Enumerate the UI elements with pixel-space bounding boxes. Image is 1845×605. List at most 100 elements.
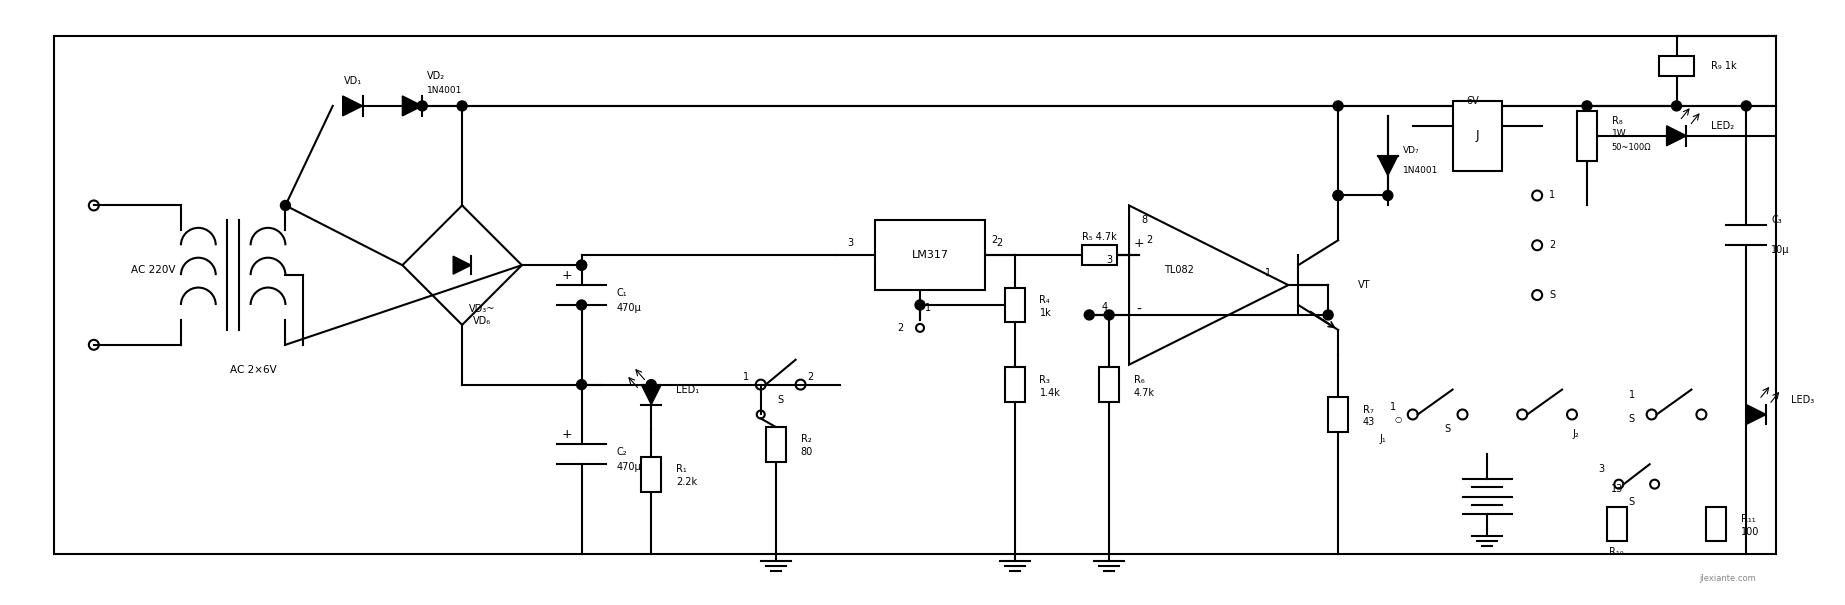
Bar <box>1006 367 1024 402</box>
Circle shape <box>577 300 587 310</box>
Circle shape <box>1334 191 1343 200</box>
Text: VT: VT <box>1358 280 1371 290</box>
Text: 2: 2 <box>996 238 1004 248</box>
Circle shape <box>1384 191 1393 200</box>
Text: R₁₁: R₁₁ <box>1742 514 1756 524</box>
Text: AC 2×6V: AC 2×6V <box>231 365 277 374</box>
Text: S: S <box>1445 425 1450 434</box>
Text: VD₇: VD₇ <box>1402 146 1419 155</box>
Text: R₇: R₇ <box>1363 405 1375 414</box>
Text: 2: 2 <box>1146 235 1151 245</box>
Text: 43: 43 <box>1363 417 1375 428</box>
Text: TL082: TL082 <box>1164 265 1194 275</box>
Polygon shape <box>1666 126 1686 146</box>
Text: 2: 2 <box>991 235 998 245</box>
Text: 1: 1 <box>1389 402 1397 411</box>
Bar <box>875 220 985 290</box>
Polygon shape <box>1745 405 1766 425</box>
Text: 13: 13 <box>1611 484 1624 494</box>
Bar <box>1707 506 1727 541</box>
Text: 50~100Ω: 50~100Ω <box>1613 143 1651 152</box>
Text: 1: 1 <box>924 303 932 313</box>
Text: 1W: 1W <box>1613 129 1627 139</box>
Text: LED₃: LED₃ <box>1791 394 1814 405</box>
Text: +: + <box>561 269 572 281</box>
Bar <box>1659 56 1694 76</box>
Text: 1k: 1k <box>1039 308 1052 318</box>
Text: J: J <box>1476 129 1480 142</box>
Text: R₁: R₁ <box>675 464 686 474</box>
Text: 1: 1 <box>1550 191 1555 200</box>
Text: S: S <box>1629 497 1635 507</box>
Circle shape <box>417 101 428 111</box>
Text: 1N4001: 1N4001 <box>1402 166 1437 175</box>
Text: 4.7k: 4.7k <box>1135 388 1155 397</box>
Text: 1.4k: 1.4k <box>1039 388 1061 397</box>
Text: R₁₀: R₁₀ <box>1609 547 1624 557</box>
Bar <box>1452 101 1502 171</box>
Circle shape <box>577 260 587 270</box>
Circle shape <box>1323 310 1334 320</box>
Text: R₈: R₈ <box>1613 116 1622 126</box>
Polygon shape <box>402 96 423 116</box>
Text: 1N4001: 1N4001 <box>428 87 463 96</box>
Text: LED₁: LED₁ <box>675 385 699 394</box>
Circle shape <box>577 380 587 390</box>
Polygon shape <box>642 385 661 405</box>
Circle shape <box>646 380 657 390</box>
Circle shape <box>915 300 924 310</box>
Text: 1: 1 <box>1629 390 1635 399</box>
Circle shape <box>1742 101 1751 111</box>
Circle shape <box>458 101 467 111</box>
Text: R₆: R₆ <box>1135 374 1144 385</box>
Text: +: + <box>561 428 572 441</box>
Text: C₃: C₃ <box>1771 215 1782 226</box>
Text: 6V: 6V <box>1467 96 1480 106</box>
Text: J₁: J₁ <box>1380 434 1386 444</box>
Bar <box>1100 367 1120 402</box>
Text: C₁: C₁ <box>616 288 627 298</box>
Bar <box>1607 506 1627 541</box>
Circle shape <box>280 200 290 211</box>
Text: C₂: C₂ <box>616 447 627 457</box>
Text: +: + <box>1133 237 1144 250</box>
Text: jlexiante.com: jlexiante.com <box>1699 574 1756 583</box>
Text: LM317: LM317 <box>911 250 948 260</box>
Text: ○: ○ <box>1395 415 1402 424</box>
Text: 4: 4 <box>1101 302 1107 312</box>
Text: R₅ 4.7k: R₅ 4.7k <box>1081 232 1116 242</box>
Text: S: S <box>1550 290 1555 300</box>
Text: AC 220V: AC 220V <box>131 265 175 275</box>
Text: S: S <box>777 394 784 405</box>
Text: R₄: R₄ <box>1039 295 1050 305</box>
Circle shape <box>1581 101 1592 111</box>
Text: 80: 80 <box>801 447 814 457</box>
Bar <box>642 457 661 492</box>
Bar <box>766 427 786 462</box>
Text: R₂: R₂ <box>801 434 812 444</box>
Text: 100: 100 <box>1742 527 1760 537</box>
Text: 10μ: 10μ <box>1771 245 1790 255</box>
Text: 1: 1 <box>744 371 749 382</box>
Text: 2.2k: 2.2k <box>675 477 697 487</box>
Text: J₂: J₂ <box>1572 430 1579 439</box>
Text: VD₃~
VD₆: VD₃~ VD₆ <box>469 304 494 325</box>
Text: -: - <box>1137 303 1142 317</box>
Circle shape <box>1085 310 1094 320</box>
Bar <box>1577 111 1598 161</box>
Circle shape <box>577 260 587 270</box>
Bar <box>1006 287 1024 322</box>
Text: 3: 3 <box>847 238 854 248</box>
Text: 470μ: 470μ <box>616 303 642 313</box>
Text: 8: 8 <box>1140 215 1148 226</box>
Text: 470μ: 470μ <box>616 462 642 473</box>
Text: R₃: R₃ <box>1039 374 1050 385</box>
Polygon shape <box>343 96 363 116</box>
Circle shape <box>1334 191 1343 200</box>
Text: LED₂: LED₂ <box>1712 121 1734 131</box>
Text: 3: 3 <box>1105 255 1113 265</box>
Circle shape <box>1334 101 1343 111</box>
Bar <box>1328 397 1349 432</box>
Text: 2: 2 <box>897 323 904 333</box>
Polygon shape <box>454 256 470 274</box>
